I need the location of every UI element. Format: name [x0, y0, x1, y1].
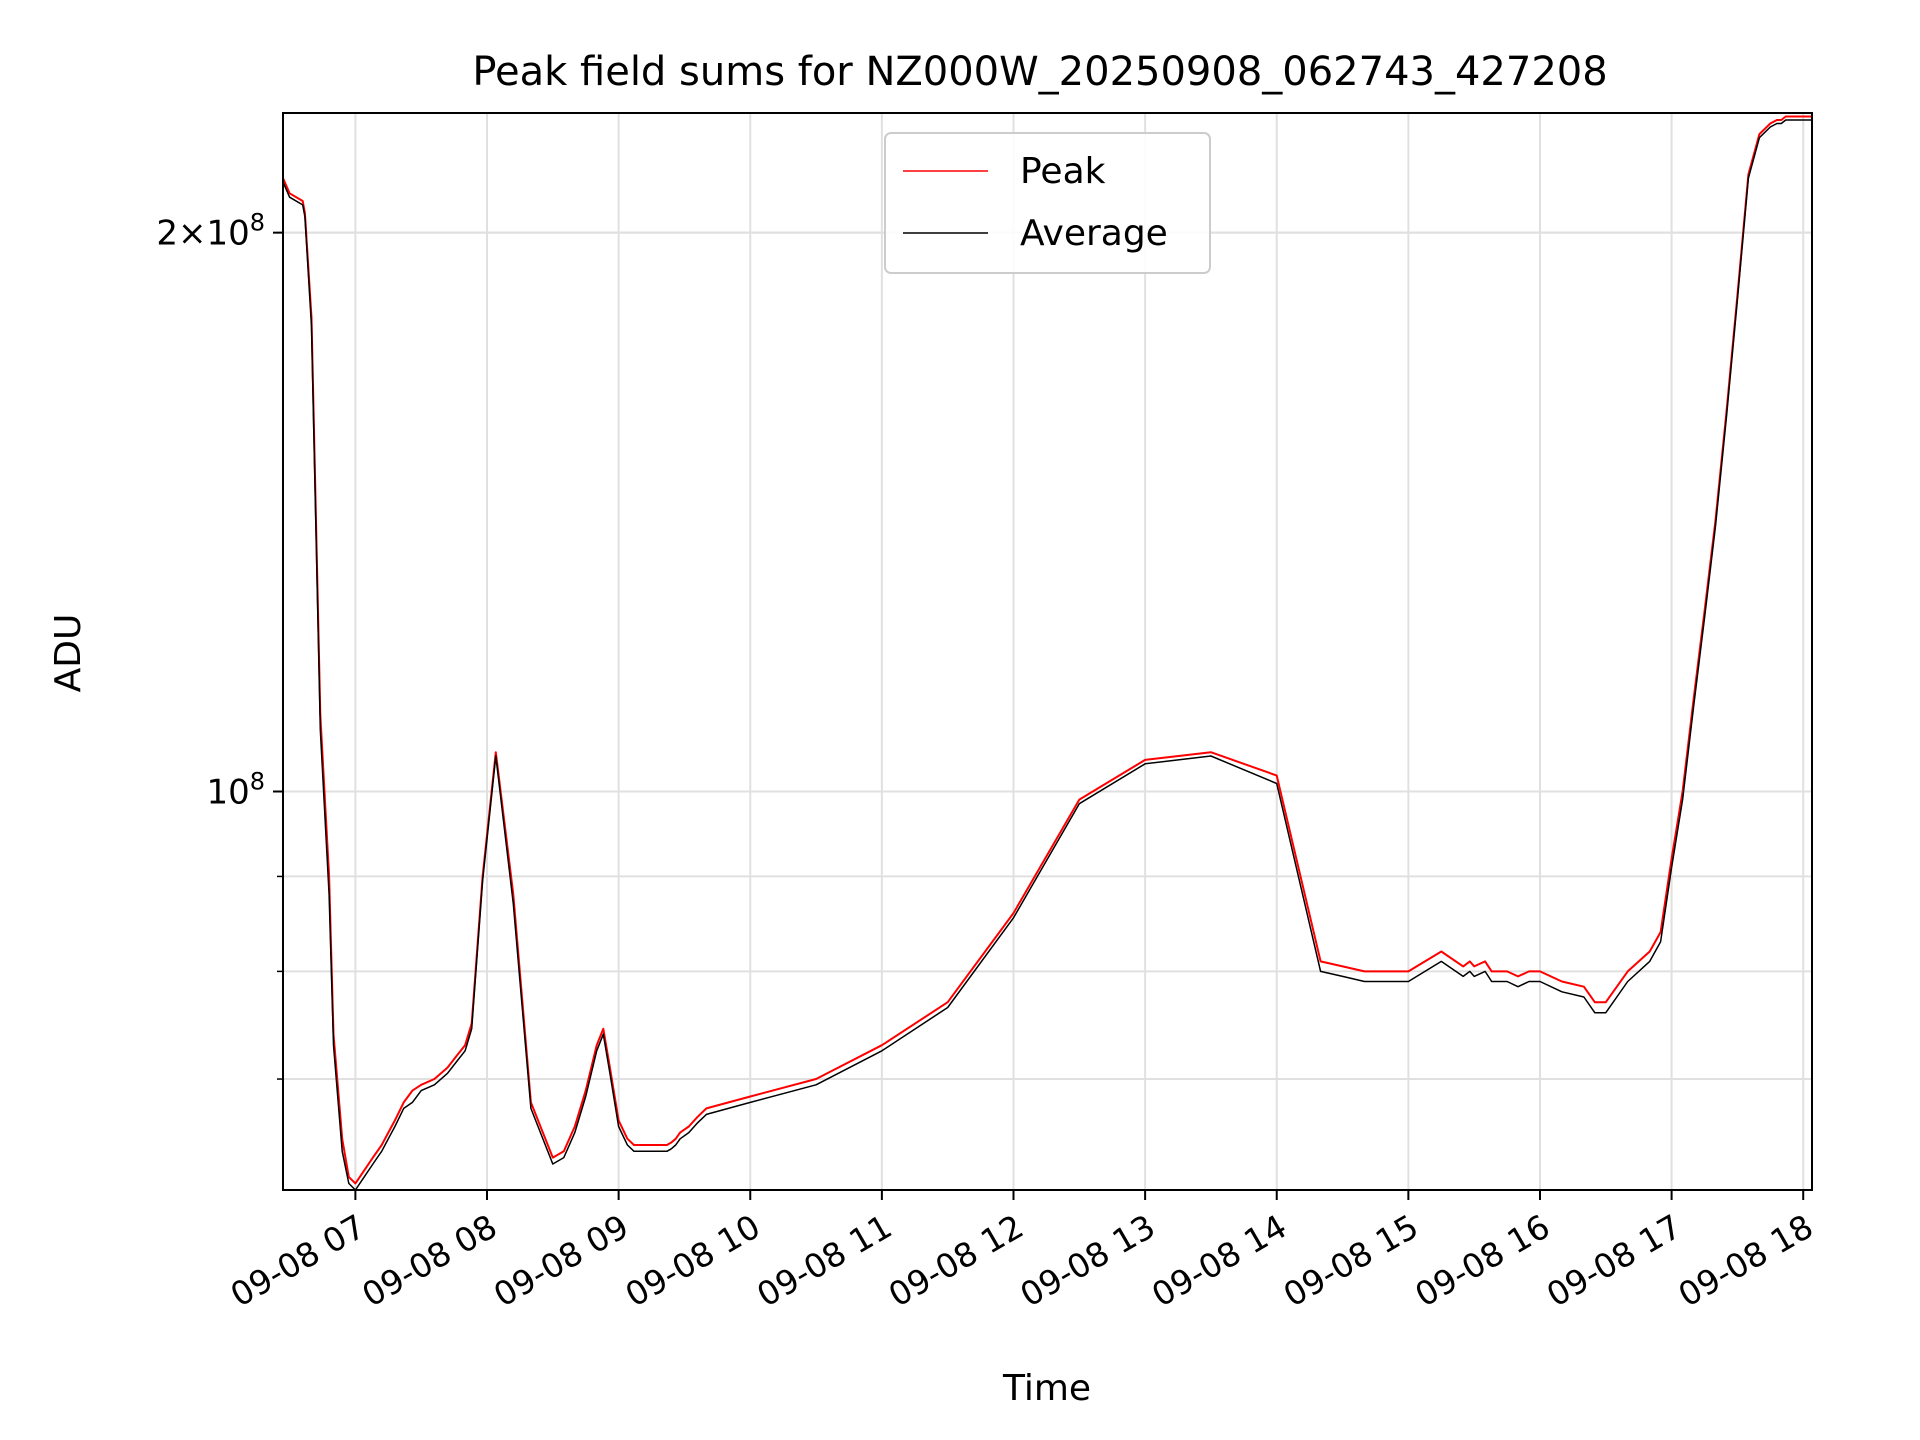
average-series-line — [282, 119, 1812, 1191]
x-tick-label: 09-08 12 — [882, 1207, 1030, 1315]
x-axis-label: Time — [1002, 1368, 1091, 1409]
x-tick-label: 09-08 07 — [224, 1207, 372, 1315]
y-tick-label: 2×108 — [156, 209, 265, 254]
x-tick-label: 09-08 08 — [355, 1207, 503, 1315]
x-tick-label: 09-08 13 — [1014, 1207, 1162, 1315]
x-tick-label: 09-08 09 — [487, 1207, 635, 1315]
peak-series-line — [282, 115, 1812, 1185]
x-tick-label: 09-08 10 — [619, 1207, 767, 1315]
x-tick-label: 09-08 15 — [1277, 1207, 1425, 1315]
chart-title: Peak field sums for NZ000W_20250908_0627… — [472, 49, 1607, 95]
y-tick-label: 108 — [206, 767, 265, 812]
legend-peak-label: Peak — [1020, 151, 1106, 192]
grid — [283, 113, 1812, 1190]
series-lines — [282, 115, 1812, 1191]
plot-frame — [282, 112, 1813, 1191]
x-tick-label: 09-08 18 — [1672, 1207, 1820, 1315]
y-axis: 108 2×108 — [156, 209, 283, 1080]
x-tick-label: 09-08 11 — [750, 1207, 898, 1315]
legend-average-label: Average — [1020, 213, 1168, 254]
x-tick-label: 09-08 17 — [1540, 1207, 1688, 1315]
y-axis-label: ADU — [48, 614, 89, 693]
x-tick-label: 09-08 16 — [1408, 1207, 1556, 1315]
legend: Peak Average — [884, 132, 1211, 274]
legend-box — [884, 132, 1211, 274]
x-tick-label: 09-08 14 — [1145, 1207, 1293, 1315]
